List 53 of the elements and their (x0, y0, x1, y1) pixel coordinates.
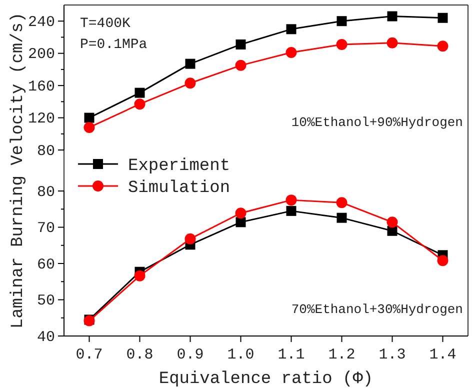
point (134, 98, 146, 110)
y-tick-label: 60 (36, 256, 55, 274)
x-tick-label: 1.1 (278, 346, 305, 364)
x-axis-title: Equivalence ratio (Φ) (158, 370, 374, 389)
point (387, 11, 398, 22)
point (184, 233, 196, 244)
x-tick-label: 0.8 (126, 346, 154, 364)
point (235, 60, 246, 71)
point (386, 216, 398, 228)
y-tick-label: 240 (28, 14, 55, 31)
y-tick-label: 200 (28, 46, 55, 64)
point (336, 212, 347, 223)
point (236, 39, 246, 50)
y-tick-label: 40 (36, 328, 55, 346)
point (134, 88, 145, 98)
point (387, 226, 398, 236)
x-tick-label: 0.9 (176, 346, 204, 364)
x-tick-label: 1.0 (227, 346, 254, 364)
x-tick-label: 1.3 (378, 346, 406, 364)
point (386, 37, 398, 48)
point (185, 58, 196, 69)
legend-label: Experiment (128, 157, 230, 176)
x-tick-label: 0.7 (76, 346, 103, 364)
point (84, 122, 95, 133)
annotation: P=0.1MPa (80, 37, 148, 53)
point (235, 208, 246, 219)
point (438, 12, 448, 23)
y-tick-label: 120 (28, 110, 55, 128)
point (236, 217, 246, 228)
y-tick-label: 70 (36, 220, 55, 238)
y-axis-title: Laminar Burning Velocity (cm/s) (9, 12, 28, 329)
legend-label: Simulation (128, 179, 230, 198)
point (336, 16, 347, 26)
point (184, 78, 196, 89)
point (336, 38, 348, 50)
annotation: 10%Ethanol+90%Hydrogen (291, 115, 463, 130)
point (336, 197, 348, 208)
y-tick-label: 80 (36, 142, 55, 160)
point (286, 24, 296, 34)
annotation: T=400K (80, 16, 132, 32)
y-tick-label: 50 (36, 292, 55, 310)
y-tick-label: 80 (36, 184, 55, 201)
x-tick-label: 1.4 (429, 346, 456, 364)
point (134, 270, 146, 282)
point (286, 194, 297, 206)
point (286, 206, 296, 216)
annotation: 70%Ethanol+30%Hydrogen (291, 302, 463, 317)
point (84, 112, 94, 123)
y-tick-label: 160 (28, 78, 55, 96)
x-tick-label: 1.2 (328, 346, 356, 364)
point (286, 47, 297, 58)
point (437, 40, 448, 52)
point (437, 255, 448, 266)
